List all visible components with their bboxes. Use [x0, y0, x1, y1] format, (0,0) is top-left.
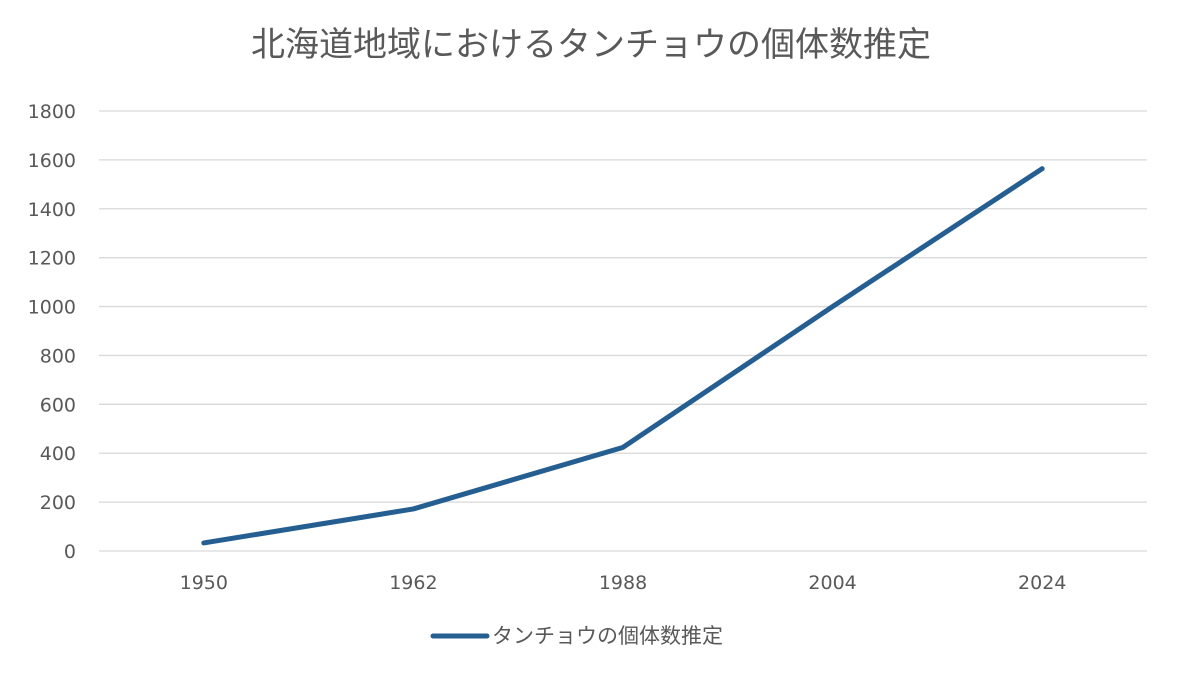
chart-title: 北海道地域におけるタンチョウの個体数推定: [251, 25, 931, 65]
legend-label: タンチョウの個体数推定: [492, 624, 723, 648]
legend: タンチョウの個体数推定: [430, 624, 723, 648]
series-layer: [201, 166, 1045, 546]
y-tick-label: 1200: [28, 248, 76, 270]
y-axis-tick-labels: 0 200 400 600 800 1000 1200 1400 1600 1800: [28, 101, 76, 563]
y-tick-label: 400: [40, 443, 76, 465]
y-tick-label: 1800: [28, 101, 76, 123]
gridlines: [99, 110, 1147, 552]
y-tick-label: 1400: [28, 199, 76, 221]
y-tick-label: 1000: [28, 297, 76, 319]
x-tick-label: 2004: [808, 572, 856, 594]
y-tick-label: 0: [64, 541, 76, 563]
x-axis-tick-labels: 1950 1962 1988 2004 2024: [180, 572, 1067, 594]
y-tick-label: 200: [40, 492, 76, 514]
x-tick-label: 1962: [389, 572, 437, 594]
x-tick-label: 1950: [180, 572, 228, 594]
y-tick-label: 800: [40, 345, 76, 367]
y-tick-label: 1600: [28, 150, 76, 172]
y-tick-label: 600: [40, 394, 76, 416]
x-tick-label: 2024: [1018, 572, 1066, 594]
x-tick-label: 1988: [599, 572, 647, 594]
